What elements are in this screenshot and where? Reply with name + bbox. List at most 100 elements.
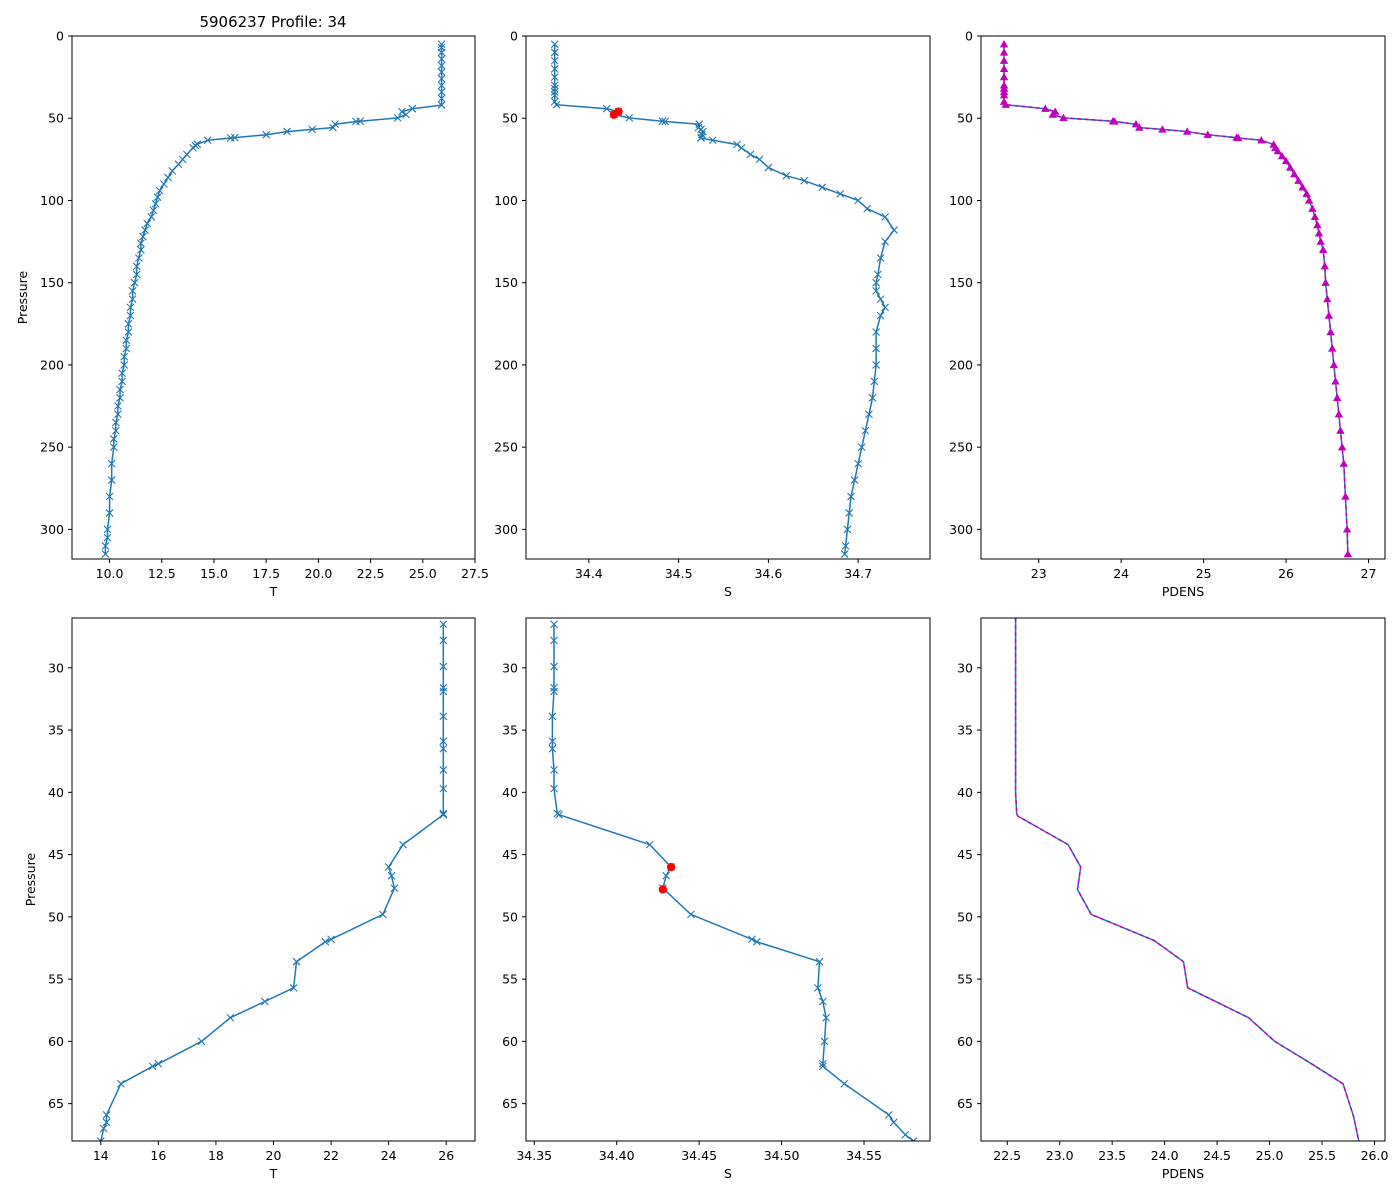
x-tick-label: 17.5 bbox=[252, 566, 280, 581]
x-tick-label: 23 bbox=[1031, 566, 1047, 581]
x-tick-label: 22.5 bbox=[357, 566, 385, 581]
series-s-marker bbox=[841, 541, 850, 550]
series-t-marker bbox=[126, 311, 135, 320]
series-t-marker bbox=[102, 1118, 111, 1127]
x-tick-label: 34.40 bbox=[599, 1148, 635, 1163]
x-tick-label: 23.5 bbox=[1098, 1148, 1126, 1163]
series-pdens-computed-marker bbox=[1281, 156, 1291, 165]
series-t-marker bbox=[124, 319, 133, 328]
series-s-marker bbox=[847, 492, 855, 501]
series-t-marker bbox=[439, 620, 448, 629]
series-s-marker bbox=[687, 910, 695, 919]
series-t-marker bbox=[226, 134, 235, 142]
y-tick-label: 250 bbox=[949, 440, 973, 455]
series-t-marker bbox=[132, 270, 141, 279]
series-t-marker bbox=[352, 117, 360, 126]
series-pdens-computed-marker bbox=[1342, 525, 1352, 533]
series-s-marker bbox=[876, 254, 885, 262]
series-s-marker bbox=[550, 88, 559, 96]
series-pdens-computed-marker bbox=[1336, 426, 1345, 434]
series-pdens-computed-marker bbox=[1337, 442, 1347, 451]
series-t-marker bbox=[102, 1110, 111, 1119]
series-t-marker bbox=[331, 120, 339, 129]
panel-bottom-right: 22.5 23.0 23.5 24.0 24.5 25.0 25.5 26.0 30 35 40 45… bbox=[957, 617, 1388, 1181]
y-tick-label: 45 bbox=[502, 847, 518, 862]
series-s-marker bbox=[818, 1062, 827, 1071]
series-t-marker bbox=[122, 336, 131, 345]
y-tick-label: 35 bbox=[48, 723, 64, 738]
series-s-marker bbox=[550, 687, 558, 696]
axes-frame-top-right bbox=[980, 35, 1386, 560]
x-tick-label: 22 bbox=[323, 1148, 339, 1163]
series-pdens-computed-marker bbox=[1277, 151, 1287, 160]
x-tick-label: 24 bbox=[381, 1148, 397, 1163]
series-s-marker bbox=[872, 287, 881, 295]
x-tick-label: 10.0 bbox=[96, 566, 124, 581]
series-pdens-computed-line bbox=[1014, 618, 1360, 1141]
axes-frame-top-left bbox=[71, 35, 476, 560]
series-pdens-computed-marker bbox=[1285, 163, 1295, 171]
series-s-marker bbox=[550, 65, 559, 73]
x-tick-label: 34.55 bbox=[846, 1148, 882, 1163]
series-pdens-computed-marker bbox=[1308, 204, 1317, 212]
x-tick-label: 34.35 bbox=[516, 1148, 552, 1163]
plot-area-top-right bbox=[999, 40, 1353, 558]
x-tick-label: 34.50 bbox=[764, 1148, 800, 1163]
series-t-marker bbox=[197, 1037, 206, 1046]
series-pdens-computed-marker bbox=[1182, 127, 1192, 135]
series-t-marker bbox=[111, 418, 120, 427]
series-t-marker bbox=[134, 254, 143, 262]
y-tick-label: 100 bbox=[494, 193, 518, 208]
series-t-marker bbox=[439, 809, 448, 818]
series-t-marker bbox=[439, 712, 448, 721]
series-pdens-computed-marker bbox=[1326, 327, 1335, 336]
series-t-marker bbox=[137, 245, 145, 254]
series-s-marker bbox=[861, 426, 870, 435]
series-pdens-computed-marker bbox=[1203, 130, 1212, 138]
series-t-marker bbox=[439, 784, 448, 793]
series-s-marker bbox=[909, 1137, 918, 1141]
x-axis-label: T bbox=[269, 584, 278, 599]
series-t-marker bbox=[107, 459, 116, 468]
series-t-marker bbox=[226, 1013, 235, 1022]
series-s-marker bbox=[854, 459, 863, 468]
y-tick-label: 45 bbox=[957, 847, 973, 862]
x-tick-label: 20 bbox=[266, 1148, 282, 1163]
x-tick-label: 18 bbox=[208, 1148, 224, 1163]
series-pdens-computed-marker bbox=[1001, 100, 1010, 108]
series-s-marker bbox=[548, 712, 557, 721]
x-tick-label: 27.5 bbox=[461, 566, 489, 581]
series-s-marker bbox=[658, 117, 667, 126]
series-t-marker bbox=[439, 662, 448, 671]
series-pdens-computed-marker bbox=[999, 48, 1009, 56]
series-t-marker bbox=[143, 219, 152, 228]
series-t-marker bbox=[128, 295, 137, 304]
y-tick-label: 100 bbox=[949, 193, 973, 208]
y-tick-label: 40 bbox=[957, 785, 973, 800]
series-pdens-computed-marker bbox=[1294, 176, 1303, 184]
series-t-marker bbox=[99, 1124, 108, 1133]
series-s-marker bbox=[548, 744, 557, 753]
series-s-marker bbox=[874, 270, 882, 279]
plot-area-bottom-left bbox=[96, 620, 448, 1141]
series-s-marker bbox=[550, 48, 559, 57]
series-t-marker bbox=[174, 160, 183, 169]
y-tick-label: 150 bbox=[949, 275, 973, 290]
series-s-marker bbox=[550, 40, 559, 49]
series-pdens-computed-marker bbox=[1158, 125, 1167, 133]
series-s-marker bbox=[881, 237, 889, 246]
y-tick-label: 200 bbox=[494, 357, 518, 372]
x-tick-label: 14 bbox=[93, 1148, 109, 1163]
series-t-marker bbox=[437, 48, 446, 57]
series-pdens-computed-marker bbox=[1310, 212, 1320, 221]
series-pdens-computed-marker bbox=[1302, 189, 1311, 198]
series-t-marker bbox=[96, 1137, 105, 1141]
series-s-marker bbox=[881, 213, 889, 221]
series-t-marker bbox=[327, 935, 335, 944]
y-tick-label: 35 bbox=[502, 723, 518, 738]
series-t-marker bbox=[439, 744, 448, 753]
axes-frame-bottom-middle bbox=[525, 617, 931, 1142]
series-t-marker bbox=[437, 55, 446, 63]
x-tick-label: 22.5 bbox=[993, 1148, 1021, 1163]
series-t-marker bbox=[132, 262, 141, 271]
